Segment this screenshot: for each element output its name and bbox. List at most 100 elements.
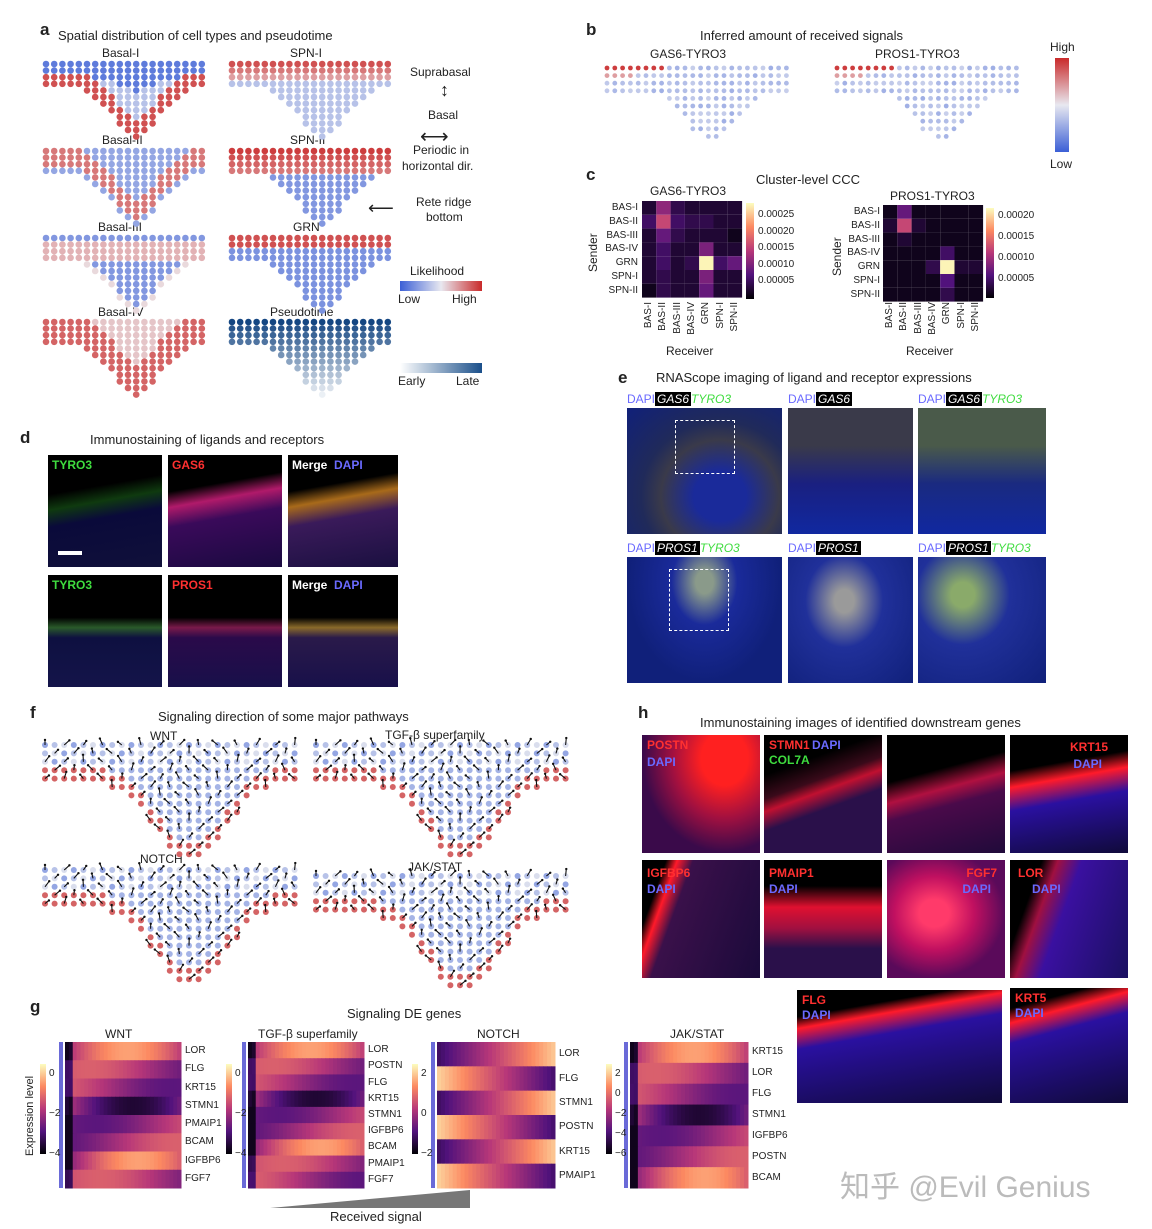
heatmap-cell (306, 1074, 310, 1091)
heatmap-cell (100, 1170, 104, 1189)
heatmap-cell (127, 1097, 131, 1116)
spot (390, 767, 396, 773)
heatmap-cell (84, 1042, 88, 1061)
heatmap-cell (646, 1105, 650, 1126)
heatmap-cell (634, 1105, 638, 1126)
heatmap-cell (248, 1074, 252, 1091)
heatmap-cell (104, 1097, 108, 1116)
arrow-head (197, 739, 199, 741)
spot (380, 742, 386, 748)
arrow-head (117, 741, 119, 743)
spot (313, 881, 319, 887)
heatmap-cell (135, 1097, 139, 1116)
heatmap-cell (131, 1097, 135, 1116)
heatmap-cell (345, 1139, 349, 1156)
heatmap-cell (449, 1164, 453, 1189)
heatmap-cell (345, 1156, 349, 1173)
heatmap-cell (325, 1107, 329, 1124)
spot (272, 892, 278, 898)
arrow-head (177, 948, 179, 950)
spot (205, 826, 211, 832)
heatmap-cell (504, 1066, 508, 1091)
heatmap-cell (73, 1152, 77, 1171)
arrow-head (167, 781, 169, 783)
heatmap-cell (713, 1063, 717, 1084)
spot (332, 750, 338, 756)
arrow-head (154, 823, 156, 825)
heatmap-cell (279, 1042, 283, 1059)
spot (438, 843, 444, 849)
heatmap-cell (325, 1123, 329, 1140)
heatmap-cell (329, 1107, 333, 1124)
heatmap-cell (705, 1105, 709, 1126)
heatmap-cell (119, 1152, 123, 1171)
spot (176, 943, 182, 949)
spot (524, 750, 530, 756)
spot (224, 867, 230, 873)
heatmap-cell (65, 1115, 69, 1134)
heatmap-cell (291, 1107, 295, 1124)
arrow-head (251, 889, 253, 891)
heatmap-cell (158, 1115, 162, 1134)
spot (215, 875, 221, 881)
spot (505, 767, 511, 773)
spot (476, 940, 482, 946)
heatmap-cell (298, 1172, 302, 1189)
heatmap-cell (527, 1115, 531, 1140)
heatmap-cell (480, 1066, 484, 1091)
heatmap-cell (709, 1167, 713, 1188)
arrow-head (68, 739, 70, 741)
heatmap-cell (535, 1066, 539, 1091)
heatmap-cell (256, 1172, 260, 1189)
heatmap-cell (256, 1074, 260, 1091)
heatmap-cell (127, 1079, 131, 1098)
arrow-head (484, 888, 486, 890)
arrow-head (264, 779, 266, 781)
arrow-head (48, 755, 50, 757)
heatmap-cell (531, 1091, 535, 1116)
spot (224, 809, 230, 815)
heatmap-cell (263, 1058, 267, 1075)
spot (409, 881, 415, 887)
heatmap-cell (154, 1170, 158, 1189)
heatmap-cell (360, 1042, 364, 1059)
heatmap-cell (681, 1084, 685, 1105)
heatmap-cell (724, 1042, 728, 1063)
heatmap-cell (658, 1084, 662, 1105)
spot (215, 892, 221, 898)
heatmap-cell (705, 1042, 709, 1063)
heatmap-cell (173, 1097, 177, 1116)
gene-label: FGF7 (185, 1173, 211, 1184)
arrow-head (464, 849, 466, 851)
spot (447, 834, 453, 840)
arrow-head (230, 799, 232, 801)
heatmap-cell (360, 1156, 364, 1173)
gene-label: POSTN (752, 1151, 786, 1162)
heatmap-cell (73, 1133, 77, 1152)
heatmap-cell (260, 1042, 264, 1059)
arrow-head (174, 916, 176, 918)
heatmap-cell (302, 1123, 306, 1140)
heatmap-cell (341, 1042, 345, 1059)
spot (292, 875, 298, 881)
heatmap-cell (681, 1105, 685, 1126)
heatmap-cell (689, 1125, 693, 1146)
heatmap-cell (77, 1060, 81, 1079)
heatmap-cell (294, 1058, 298, 1075)
heatmap-cell (302, 1091, 306, 1108)
spot (313, 750, 319, 756)
heatmap-cell (298, 1058, 302, 1075)
heatmap-cell (642, 1105, 646, 1126)
heatmap-cell (77, 1115, 81, 1134)
arrow-head (98, 882, 100, 884)
de-heatmap-0 (59, 1042, 181, 1188)
heatmap-cell (111, 1115, 115, 1134)
spot (447, 801, 453, 807)
colorbar-tick: −4 (235, 1148, 246, 1159)
arrow-head (82, 754, 84, 756)
arrow-head (222, 872, 224, 874)
spot (399, 923, 405, 929)
heatmap-cell (685, 1063, 689, 1084)
arrow-head (77, 872, 79, 874)
arrow-head (377, 879, 379, 881)
